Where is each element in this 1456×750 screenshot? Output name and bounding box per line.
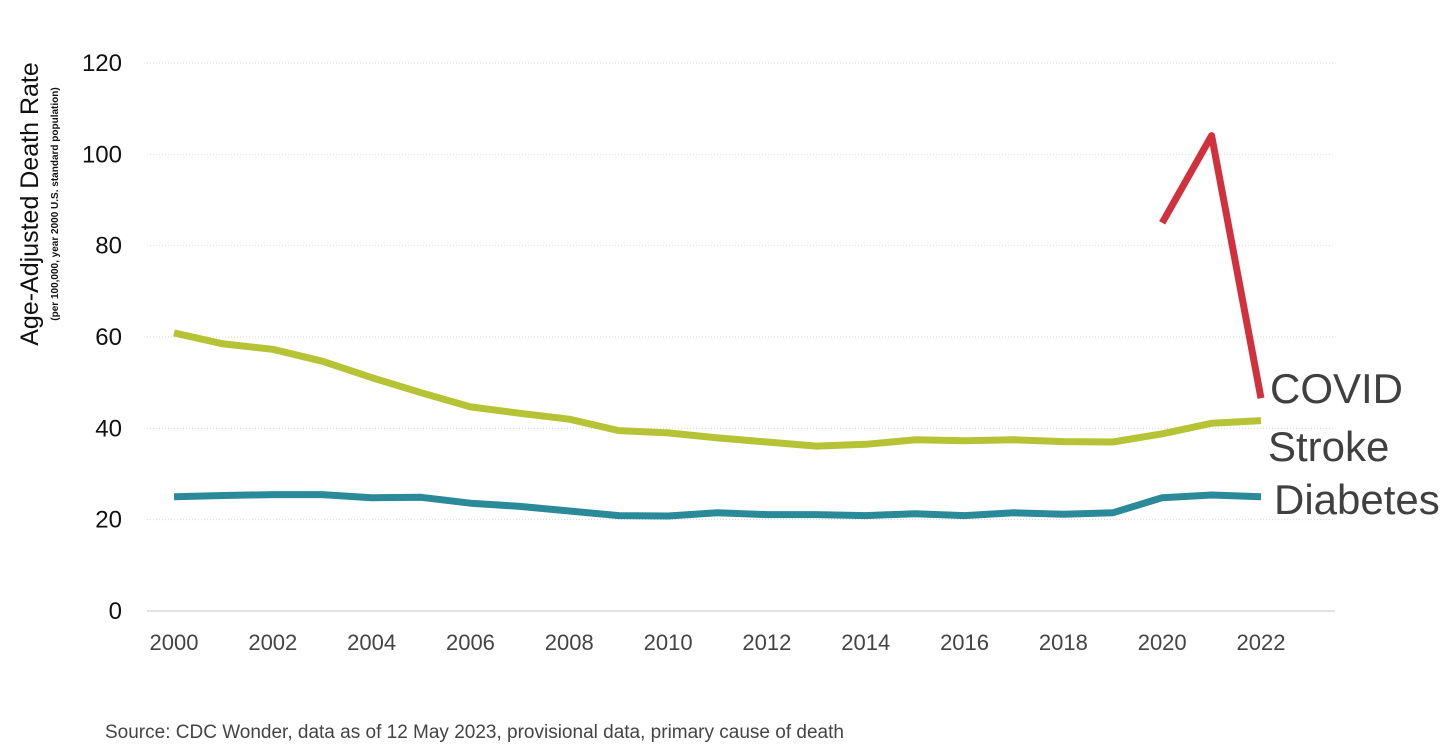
x-tick-label: 2022 (1237, 630, 1286, 655)
series-line-covid (1159, 132, 1265, 399)
x-tick-label: 2008 (545, 630, 594, 655)
x-tick-label: 2012 (742, 630, 791, 655)
series-label-diabetes: Diabetes (1274, 476, 1440, 523)
x-tick-label: 2016 (940, 630, 989, 655)
x-tick-label: 2020 (1138, 630, 1187, 655)
y-axis-subtitle: (per 100,000, year 2000 U.S. standard po… (50, 87, 61, 320)
y-tick-label: 40 (95, 415, 122, 442)
x-tick-label: 2000 (150, 630, 199, 655)
y-tick-label: 80 (95, 233, 122, 260)
series-lines (173, 132, 1265, 520)
series-label-covid: COVID (1270, 365, 1403, 412)
x-tick-label: 2002 (248, 630, 297, 655)
y-axis-ticks: 0 20 40 60 80 100 120 (82, 50, 122, 625)
source-note: Source: CDC Wonder, data as of 12 May 20… (105, 722, 844, 743)
x-tick-label: 2010 (644, 630, 693, 655)
series-line-diabetes (173, 491, 1262, 520)
x-tick-label: 2014 (841, 630, 890, 655)
series-line-stroke (173, 329, 1262, 450)
x-tick-label: 2006 (446, 630, 495, 655)
y-tick-label: 0 (109, 598, 122, 625)
y-tick-label: 60 (95, 324, 122, 351)
y-tick-label: 100 (82, 141, 122, 168)
x-tick-label: 2004 (347, 630, 396, 655)
x-axis-ticks: 2000 2002 2004 2006 2008 2010 2012 2014 2016 2018… (150, 630, 1286, 655)
gridlines (147, 62, 1335, 612)
series-label-stroke: Stroke (1268, 423, 1389, 470)
x-tick-label: 2018 (1039, 630, 1088, 655)
y-tick-label: 20 (95, 507, 122, 534)
y-tick-label: 120 (82, 50, 122, 77)
y-axis-title: Age-Adjusted Death Rate (16, 62, 44, 346)
